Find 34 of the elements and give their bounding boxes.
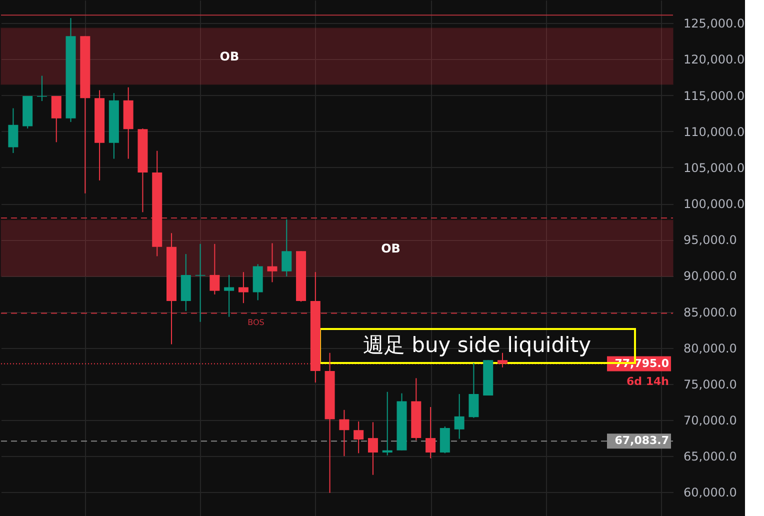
candlestick	[224, 274, 234, 318]
candlestick	[426, 406, 436, 459]
candlestick	[238, 272, 248, 304]
candlestick	[354, 420, 364, 454]
annotation: 週足 buy side liquidity	[362, 333, 592, 357]
y-tick-label: 120,000.0	[684, 52, 745, 67]
y-tick-label: 75,000.0	[684, 377, 737, 392]
band-label: OB	[220, 49, 240, 64]
y-tick-label: 100,000.0	[684, 197, 745, 212]
candlestick	[8, 108, 18, 154]
y-tick-label: 105,000.0	[684, 160, 745, 175]
y-tick-label: 80,000.0	[684, 341, 737, 356]
candlestick	[51, 95, 62, 143]
ref-line-label: 67,083.7	[614, 434, 669, 448]
y-tick-label: 90,000.0	[684, 269, 737, 284]
y-tick-label: 85,000.0	[684, 305, 737, 320]
y-tick-label: 70,000.0	[684, 414, 737, 428]
candlestick	[368, 422, 378, 476]
candlestick	[468, 362, 479, 418]
candlestick	[339, 409, 350, 457]
candlestick	[282, 218, 292, 277]
candlestick	[382, 391, 392, 456]
candlestick	[267, 242, 278, 283]
candlestick	[454, 394, 464, 440]
band-label: OB	[381, 241, 400, 256]
annotation: BOS	[248, 318, 264, 328]
y-tick-label: 110,000.0	[684, 124, 745, 139]
y-tick-label: 65,000.0	[684, 450, 737, 464]
y-tick-label: 60,000.0	[684, 486, 737, 500]
y-tick-label: 95,000.0	[684, 233, 737, 248]
y-tick-label: 125,000.0	[684, 16, 745, 31]
candlestick	[210, 243, 220, 295]
y-tick-label: 115,000.0	[684, 88, 745, 103]
annotation: 6d 14h	[626, 375, 669, 388]
